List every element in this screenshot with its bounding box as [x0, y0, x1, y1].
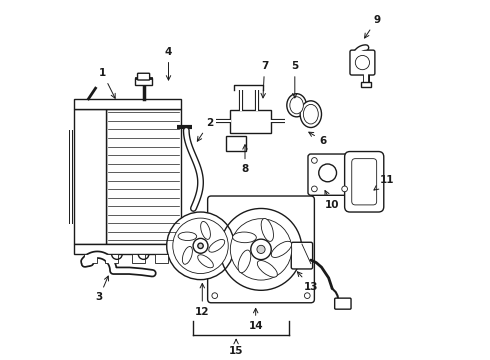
- Circle shape: [312, 158, 317, 163]
- Text: 8: 8: [242, 145, 248, 174]
- Circle shape: [212, 293, 218, 298]
- Bar: [105, 254, 118, 263]
- FancyBboxPatch shape: [138, 73, 149, 80]
- Text: 13: 13: [297, 272, 318, 292]
- Text: 11: 11: [374, 175, 394, 190]
- Ellipse shape: [271, 241, 292, 257]
- FancyBboxPatch shape: [308, 154, 351, 195]
- Text: 12: 12: [195, 283, 210, 317]
- Text: 15: 15: [229, 339, 244, 356]
- Text: 10: 10: [325, 190, 340, 210]
- Circle shape: [173, 218, 228, 274]
- Bar: [84, 254, 97, 263]
- Circle shape: [342, 186, 347, 192]
- Ellipse shape: [257, 261, 277, 277]
- Circle shape: [167, 212, 234, 280]
- FancyBboxPatch shape: [350, 50, 375, 75]
- Circle shape: [230, 219, 292, 280]
- Text: 4: 4: [165, 47, 172, 80]
- Ellipse shape: [300, 101, 321, 127]
- Ellipse shape: [182, 247, 193, 264]
- Ellipse shape: [201, 221, 210, 239]
- Bar: [155, 254, 168, 263]
- Text: 3: 3: [96, 276, 109, 302]
- Circle shape: [198, 243, 203, 248]
- Text: 5: 5: [291, 61, 298, 98]
- Ellipse shape: [209, 239, 225, 252]
- Ellipse shape: [355, 55, 369, 70]
- Text: 6: 6: [309, 132, 327, 146]
- Text: 7: 7: [261, 61, 268, 98]
- Ellipse shape: [287, 94, 306, 117]
- Ellipse shape: [197, 255, 213, 268]
- Bar: [74, 109, 106, 244]
- FancyBboxPatch shape: [291, 242, 313, 269]
- Bar: [74, 99, 181, 109]
- Circle shape: [319, 164, 337, 182]
- FancyBboxPatch shape: [344, 152, 384, 212]
- Bar: [106, 109, 181, 244]
- FancyBboxPatch shape: [208, 196, 315, 303]
- Ellipse shape: [178, 232, 196, 240]
- Bar: [230, 110, 271, 133]
- Circle shape: [257, 245, 265, 253]
- Text: 2: 2: [197, 118, 213, 141]
- FancyBboxPatch shape: [335, 298, 351, 309]
- Ellipse shape: [233, 232, 256, 243]
- Circle shape: [251, 239, 271, 260]
- Ellipse shape: [261, 219, 273, 242]
- Bar: [226, 136, 246, 150]
- Text: 9: 9: [365, 15, 380, 38]
- Ellipse shape: [303, 104, 318, 124]
- Circle shape: [312, 186, 317, 192]
- Text: 14: 14: [248, 309, 263, 331]
- Bar: [74, 244, 181, 254]
- Circle shape: [304, 293, 310, 298]
- Circle shape: [193, 238, 208, 253]
- FancyBboxPatch shape: [352, 159, 377, 205]
- Bar: [361, 82, 371, 87]
- Ellipse shape: [290, 97, 303, 114]
- Text: 1: 1: [99, 68, 115, 98]
- Ellipse shape: [238, 250, 251, 273]
- Bar: [135, 77, 152, 85]
- Bar: [132, 254, 145, 263]
